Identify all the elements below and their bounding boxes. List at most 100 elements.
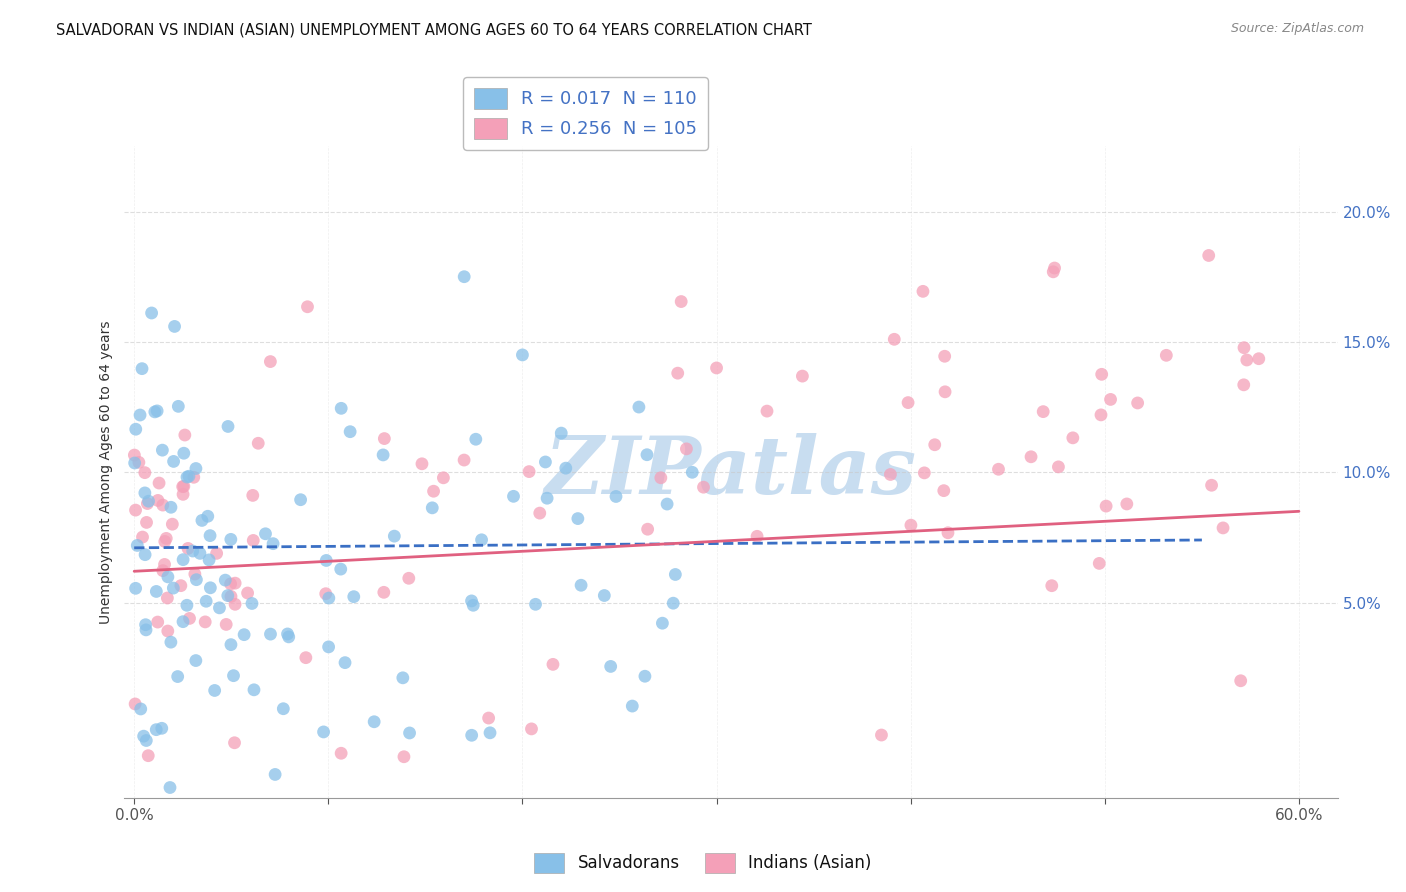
- Point: [145, 584, 167, 599]
- Point: [150, 443, 173, 458]
- Point: [599, 659, 621, 673]
- Point: [162, 581, 184, 595]
- Point: [460, 594, 482, 608]
- Point: [1229, 673, 1251, 688]
- Point: [1088, 557, 1111, 571]
- Point: [706, 360, 728, 375]
- Point: [173, 479, 195, 493]
- Point: [217, 419, 239, 434]
- Point: [173, 446, 195, 460]
- Point: [264, 767, 287, 781]
- Point: [176, 470, 198, 484]
- Point: [502, 489, 524, 503]
- Point: [870, 728, 893, 742]
- Point: [373, 432, 395, 446]
- Point: [330, 401, 353, 416]
- Text: ZIPatlas: ZIPatlas: [546, 434, 917, 511]
- Point: [277, 630, 299, 644]
- Point: [197, 509, 219, 524]
- Point: [167, 400, 190, 414]
- Point: [183, 470, 205, 484]
- Point: [184, 461, 207, 475]
- Point: [224, 576, 246, 591]
- Point: [240, 597, 263, 611]
- Point: [422, 484, 444, 499]
- Point: [411, 457, 433, 471]
- Point: [172, 487, 194, 501]
- Point: [205, 546, 228, 560]
- Point: [295, 650, 318, 665]
- Point: [141, 306, 163, 320]
- Point: [1091, 368, 1114, 382]
- Point: [243, 682, 266, 697]
- Point: [128, 455, 150, 469]
- Point: [277, 627, 299, 641]
- Point: [184, 567, 207, 582]
- Point: [627, 400, 650, 414]
- Point: [987, 462, 1010, 476]
- Point: [536, 491, 558, 506]
- Point: [219, 533, 242, 547]
- Point: [132, 729, 155, 743]
- Point: [371, 448, 394, 462]
- Point: [318, 640, 340, 654]
- Point: [160, 635, 183, 649]
- Point: [669, 294, 692, 309]
- Point: [512, 348, 534, 362]
- Point: [131, 530, 153, 544]
- Point: [662, 596, 685, 610]
- Point: [155, 532, 177, 546]
- Point: [124, 448, 146, 462]
- Point: [162, 517, 184, 532]
- Point: [1032, 404, 1054, 418]
- Point: [177, 469, 200, 483]
- Point: [134, 548, 156, 562]
- Point: [1040, 579, 1063, 593]
- Point: [554, 461, 576, 475]
- Point: [127, 538, 149, 552]
- Point: [1156, 348, 1178, 362]
- Point: [666, 366, 689, 380]
- Point: [194, 615, 217, 629]
- Point: [1212, 521, 1234, 535]
- Point: [290, 492, 312, 507]
- Point: [1126, 396, 1149, 410]
- Point: [134, 486, 156, 500]
- Point: [1201, 478, 1223, 492]
- Point: [1095, 499, 1118, 513]
- Point: [392, 671, 415, 685]
- Point: [219, 638, 242, 652]
- Point: [172, 480, 194, 494]
- Point: [1233, 341, 1256, 355]
- Point: [692, 480, 714, 494]
- Legend: R = 0.017  N = 110, R = 0.256  N = 105: R = 0.017 N = 110, R = 0.256 N = 105: [463, 78, 707, 150]
- Point: [152, 498, 174, 512]
- Point: [173, 428, 195, 442]
- Point: [464, 432, 486, 446]
- Point: [900, 518, 922, 533]
- Point: [186, 573, 208, 587]
- Point: [224, 736, 246, 750]
- Point: [339, 425, 361, 439]
- Point: [138, 494, 160, 508]
- Point: [524, 597, 547, 611]
- Point: [897, 395, 920, 409]
- Point: [517, 465, 540, 479]
- Point: [145, 723, 167, 737]
- Y-axis label: Unemployment Among Ages 60 to 64 years: Unemployment Among Ages 60 to 64 years: [100, 320, 114, 624]
- Point: [172, 615, 194, 629]
- Point: [756, 404, 779, 418]
- Point: [312, 725, 335, 739]
- Point: [166, 669, 188, 683]
- Point: [934, 384, 956, 399]
- Point: [217, 589, 239, 603]
- Point: [198, 553, 221, 567]
- Point: [262, 536, 284, 550]
- Point: [1233, 377, 1256, 392]
- Point: [529, 506, 551, 520]
- Point: [569, 578, 592, 592]
- Point: [124, 456, 146, 470]
- Legend: Salvadorans, Indians (Asian): Salvadorans, Indians (Asian): [527, 847, 879, 880]
- Point: [146, 615, 169, 629]
- Point: [242, 533, 264, 548]
